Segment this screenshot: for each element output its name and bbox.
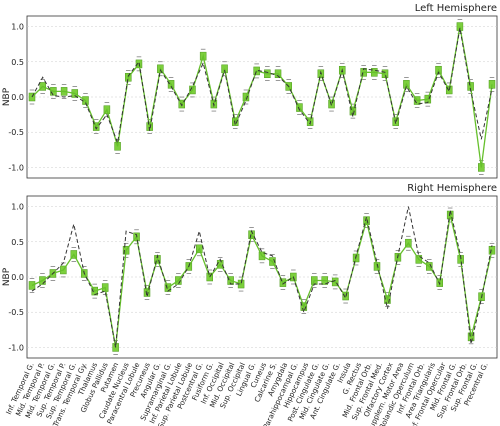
y-tick-label: 0.0	[11, 273, 24, 282]
y-tick-label: 1.0	[11, 23, 24, 32]
y-tick-label: -0.5	[8, 308, 24, 317]
y-tick-label: 0.5	[11, 238, 24, 247]
y-tick-label: -1.0	[8, 163, 24, 172]
model-series-line	[31, 26, 493, 168]
y-axis-label: NBP	[2, 267, 12, 286]
region-labels: Inf. Temporal G.Mid. Temporal P.Mid. Tem…	[4, 360, 490, 426]
reference-series-line	[31, 27, 493, 145]
y-tick-label: -0.5	[8, 128, 24, 137]
reference-series-line	[31, 206, 493, 348]
panel-title: Right Hemisphere	[407, 183, 497, 194]
model-series-line	[31, 214, 493, 348]
plot-frame	[26, 195, 498, 359]
y-axis-label: NBP	[2, 87, 12, 106]
y-tick-label: 0.0	[11, 93, 24, 102]
y-tick-label: 1.0	[11, 203, 24, 212]
y-tick-label: -1.0	[8, 343, 24, 352]
panel-title: Left Hemisphere	[415, 3, 497, 14]
left-hemisphere-panel: Left Hemisphere NBP 1.0 0.5 0.0 -0.5 -1.0	[2, 3, 498, 179]
y-tick-label: 0.5	[11, 58, 24, 67]
right-hemisphere-panel: Right Hemisphere NBP 1.0 0.5 0.0 -0.5 -1.0	[2, 183, 498, 359]
